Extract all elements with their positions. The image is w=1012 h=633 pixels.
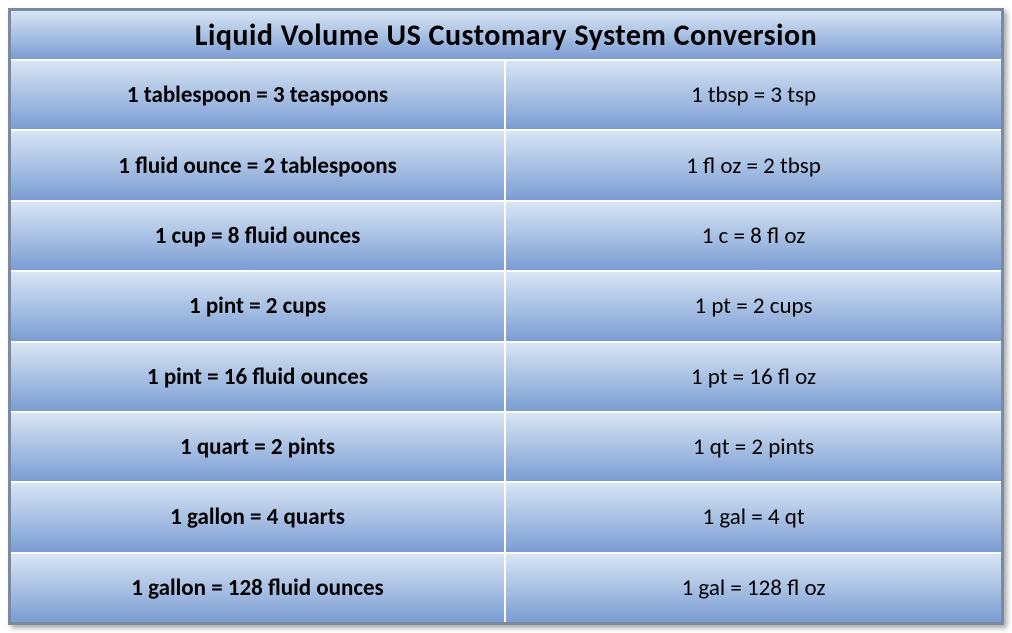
conversion-short: 1 pt = 16 fl oz (506, 343, 1001, 411)
table-title: Liquid Volume US Customary System Conver… (11, 11, 1001, 61)
conversion-short: 1 qt = 2 pints (506, 413, 1001, 481)
conversion-short: 1 fl oz = 2 tbsp (506, 131, 1001, 199)
conversion-long: 1 fluid ounce = 2 tablespoons (11, 131, 506, 199)
table-row: 1 pint = 2 cups 1 pt = 2 cups (11, 272, 1001, 342)
table-row: 1 quart = 2 pints 1 qt = 2 pints (11, 413, 1001, 483)
conversion-table: Liquid Volume US Customary System Conver… (8, 8, 1004, 625)
conversion-long: 1 tablespoon = 3 teaspoons (11, 61, 506, 129)
table-row: 1 tablespoon = 3 teaspoons 1 tbsp = 3 ts… (11, 61, 1001, 131)
conversion-short: 1 tbsp = 3 tsp (506, 61, 1001, 129)
conversion-short: 1 gal = 128 fl oz (506, 554, 1001, 622)
conversion-long: 1 gallon = 4 quarts (11, 483, 506, 551)
table-body: 1 tablespoon = 3 teaspoons 1 tbsp = 3 ts… (11, 61, 1001, 622)
table-row: 1 cup = 8 fluid ounces 1 c = 8 fl oz (11, 202, 1001, 272)
table-row: 1 fluid ounce = 2 tablespoons 1 fl oz = … (11, 131, 1001, 201)
table-row: 1 gallon = 4 quarts 1 gal = 4 qt (11, 483, 1001, 553)
conversion-long: 1 pint = 2 cups (11, 272, 506, 340)
conversion-short: 1 c = 8 fl oz (506, 202, 1001, 270)
conversion-long: 1 gallon = 128 fluid ounces (11, 554, 506, 622)
conversion-short: 1 pt = 2 cups (506, 272, 1001, 340)
table-row: 1 pint = 16 fluid ounces 1 pt = 16 fl oz (11, 343, 1001, 413)
conversion-long: 1 quart = 2 pints (11, 413, 506, 481)
conversion-long: 1 cup = 8 fluid ounces (11, 202, 506, 270)
conversion-short: 1 gal = 4 qt (506, 483, 1001, 551)
table-row: 1 gallon = 128 fluid ounces 1 gal = 128 … (11, 554, 1001, 622)
conversion-long: 1 pint = 16 fluid ounces (11, 343, 506, 411)
